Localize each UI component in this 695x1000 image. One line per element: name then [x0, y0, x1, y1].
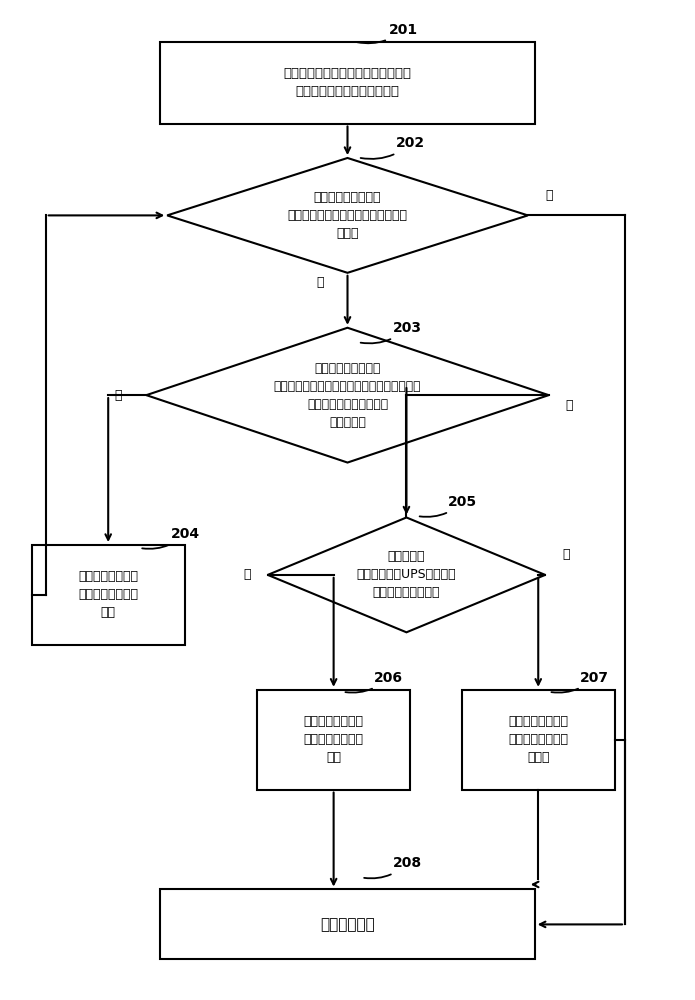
FancyBboxPatch shape: [161, 42, 534, 124]
Text: 202: 202: [361, 136, 425, 159]
FancyBboxPatch shape: [32, 545, 184, 645]
Text: 是: 是: [316, 276, 323, 289]
Text: 是: 是: [115, 389, 122, 402]
Text: 判断待接入
模块与模块化UPS中的各已
接入模块是否均兼容: 判断待接入 模块与模块化UPS中的各已 接入模块是否均兼容: [357, 550, 457, 599]
Polygon shape: [167, 158, 528, 273]
Text: 是: 是: [243, 568, 251, 581]
Text: 201: 201: [357, 23, 418, 43]
Text: 204: 204: [142, 527, 199, 549]
Text: 205: 205: [420, 495, 477, 517]
Text: 确定待接入模块的
兼容性判断结果为
不兼容: 确定待接入模块的 兼容性判断结果为 不兼容: [508, 715, 569, 764]
Text: 否: 否: [545, 189, 553, 202]
Text: 兼容性判别装置接收各待接入模块在
上电启动后所上传的兼容信息: 兼容性判别装置接收各待接入模块在 上电启动后所上传的兼容信息: [284, 67, 411, 98]
Text: 否: 否: [566, 399, 573, 412]
Text: 确定待接入模块的
兼容性判断结果为
兼容: 确定待接入模块的 兼容性判断结果为 兼容: [304, 715, 363, 764]
Text: 结束本次操作: 结束本次操作: [320, 917, 375, 932]
Polygon shape: [147, 328, 548, 463]
Text: 确定待接入模块的
兼容性判断结果为
兼容: 确定待接入模块的 兼容性判断结果为 兼容: [79, 570, 138, 619]
Text: 207: 207: [551, 671, 609, 693]
Text: 针对任一已上传兼容
信息但未进行兼容性判断的待接入模块，判断
其是否为首个已上传兼容
信息的模块: 针对任一已上传兼容 信息但未进行兼容性判断的待接入模块，判断 其是否为首个已上传…: [274, 362, 421, 429]
Text: 否: 否: [562, 548, 570, 561]
Text: 206: 206: [345, 671, 403, 693]
Polygon shape: [268, 517, 545, 632]
FancyBboxPatch shape: [462, 690, 614, 790]
FancyBboxPatch shape: [257, 690, 410, 790]
Text: 208: 208: [364, 856, 422, 878]
FancyBboxPatch shape: [161, 889, 534, 959]
Text: 203: 203: [361, 321, 422, 343]
Text: 判断是否存在已上传
兼容信息但未进行兼容性判断的待接
入模块: 判断是否存在已上传 兼容信息但未进行兼容性判断的待接 入模块: [288, 191, 407, 240]
